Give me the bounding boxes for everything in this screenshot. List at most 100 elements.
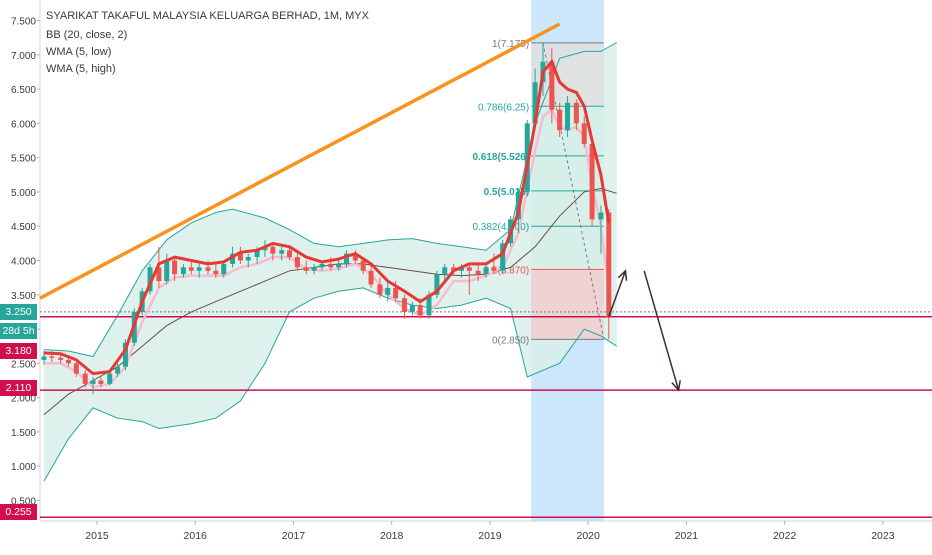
candle-body: [205, 267, 211, 271]
candle: [245, 253, 251, 268]
y-tick-label: 7.500: [11, 17, 36, 28]
candle-body: [606, 212, 612, 317]
candle-body: [385, 287, 391, 295]
candle-body: [377, 284, 383, 295]
candle: [483, 263, 489, 278]
x-tick-label: 2018: [380, 530, 404, 542]
candle: [147, 263, 153, 295]
fib-level-label: 0.5(3.870): [484, 265, 530, 276]
candle: [287, 246, 293, 261]
fib-level-label: 0.618(5.526): [472, 152, 529, 163]
candle: [73, 361, 79, 378]
x-tick-label: 2023: [871, 530, 895, 542]
bb-lower-line: [43, 287, 617, 482]
candle: [279, 246, 285, 261]
candle: [90, 377, 96, 395]
candle-body: [287, 250, 293, 258]
candle: [122, 339, 128, 371]
candle-body: [188, 267, 194, 271]
candle-body: [393, 287, 399, 299]
fib-level-label: 0(2.850): [492, 335, 529, 346]
projection-arrow-head: [671, 380, 681, 392]
fib-level-label: 0.382(4.500): [472, 222, 529, 233]
candle: [466, 263, 472, 295]
y-tick-label: 6.500: [11, 85, 36, 96]
candle: [589, 140, 595, 227]
candle: [82, 370, 88, 388]
price-axis: [0, 0, 40, 550]
candle: [377, 277, 383, 299]
candle-body: [172, 260, 178, 275]
candle-body: [82, 373, 88, 384]
candle-body: [549, 61, 555, 110]
candle-body: [115, 366, 121, 374]
candle-body: [573, 102, 579, 124]
candle: [565, 95, 571, 138]
indicator-wma-low[interactable]: WMA (5, low): [46, 46, 112, 58]
projection-arrow: [643, 270, 680, 391]
y-tick-label: 7.000: [11, 51, 36, 62]
y-tick-label: 4.000: [11, 257, 36, 268]
candle-body: [557, 109, 563, 131]
projection-arrow: [608, 270, 627, 317]
candle: [409, 301, 415, 316]
candle: [401, 294, 407, 319]
y-tick-label: 1.000: [11, 462, 36, 473]
x-tick-label: 2020: [576, 530, 600, 542]
candle-body: [336, 263, 342, 268]
candle-body: [409, 305, 415, 312]
fib-level-label: 0.786(6.25): [478, 102, 529, 113]
candle: [598, 205, 604, 254]
candle-body: [245, 257, 251, 261]
y-tick-label: 1.500: [11, 428, 36, 439]
candle: [581, 116, 587, 148]
candle-body: [221, 263, 227, 275]
candle-body: [41, 356, 47, 360]
price-tag-last: 3.250: [0, 304, 37, 320]
candle-body: [122, 342, 128, 367]
candle-body: [491, 267, 497, 271]
candle-body: [49, 356, 55, 358]
candle-body: [426, 294, 432, 316]
candle: [491, 253, 497, 275]
candle-body: [532, 82, 538, 124]
candle-body: [483, 267, 489, 275]
candle-body: [164, 260, 170, 282]
x-tick-label: 2017: [282, 530, 306, 542]
candle-body: [147, 267, 153, 292]
fib-zone: [531, 269, 604, 340]
y-tick-label: 0.500: [11, 496, 36, 507]
y-tick-label: 3.500: [11, 291, 36, 302]
fib-level-label: 0.5(5.015): [484, 187, 530, 198]
candle: [237, 246, 243, 264]
candle-body: [417, 305, 423, 316]
candle: [115, 363, 121, 378]
candle: [303, 260, 309, 275]
candle-body: [500, 243, 506, 271]
y-tick-label: 4.500: [11, 222, 36, 233]
candle-body: [303, 267, 309, 271]
indicator-wma-high[interactable]: WMA (5, high): [46, 63, 116, 75]
candle: [434, 270, 440, 299]
price-tag-support: 2.110: [0, 380, 37, 396]
candle-body: [311, 267, 317, 271]
candle-body: [107, 373, 113, 384]
candle: [368, 263, 374, 288]
candle-body: [360, 260, 366, 271]
candle-body: [352, 253, 358, 261]
candle-body: [230, 253, 236, 264]
indicator-bb[interactable]: BB (20, close, 2): [46, 29, 128, 41]
candle: [270, 243, 276, 261]
candle-body: [466, 267, 472, 271]
candle-body: [254, 250, 260, 258]
fib-level-label: 1(7.175): [492, 39, 529, 50]
candle-body: [581, 123, 587, 144]
candle: [164, 253, 170, 285]
projection-arrow-head: [617, 269, 628, 281]
candle-body: [58, 357, 64, 360]
candle-body: [328, 263, 334, 268]
candle-body: [368, 270, 374, 285]
candle-body: [565, 102, 571, 131]
